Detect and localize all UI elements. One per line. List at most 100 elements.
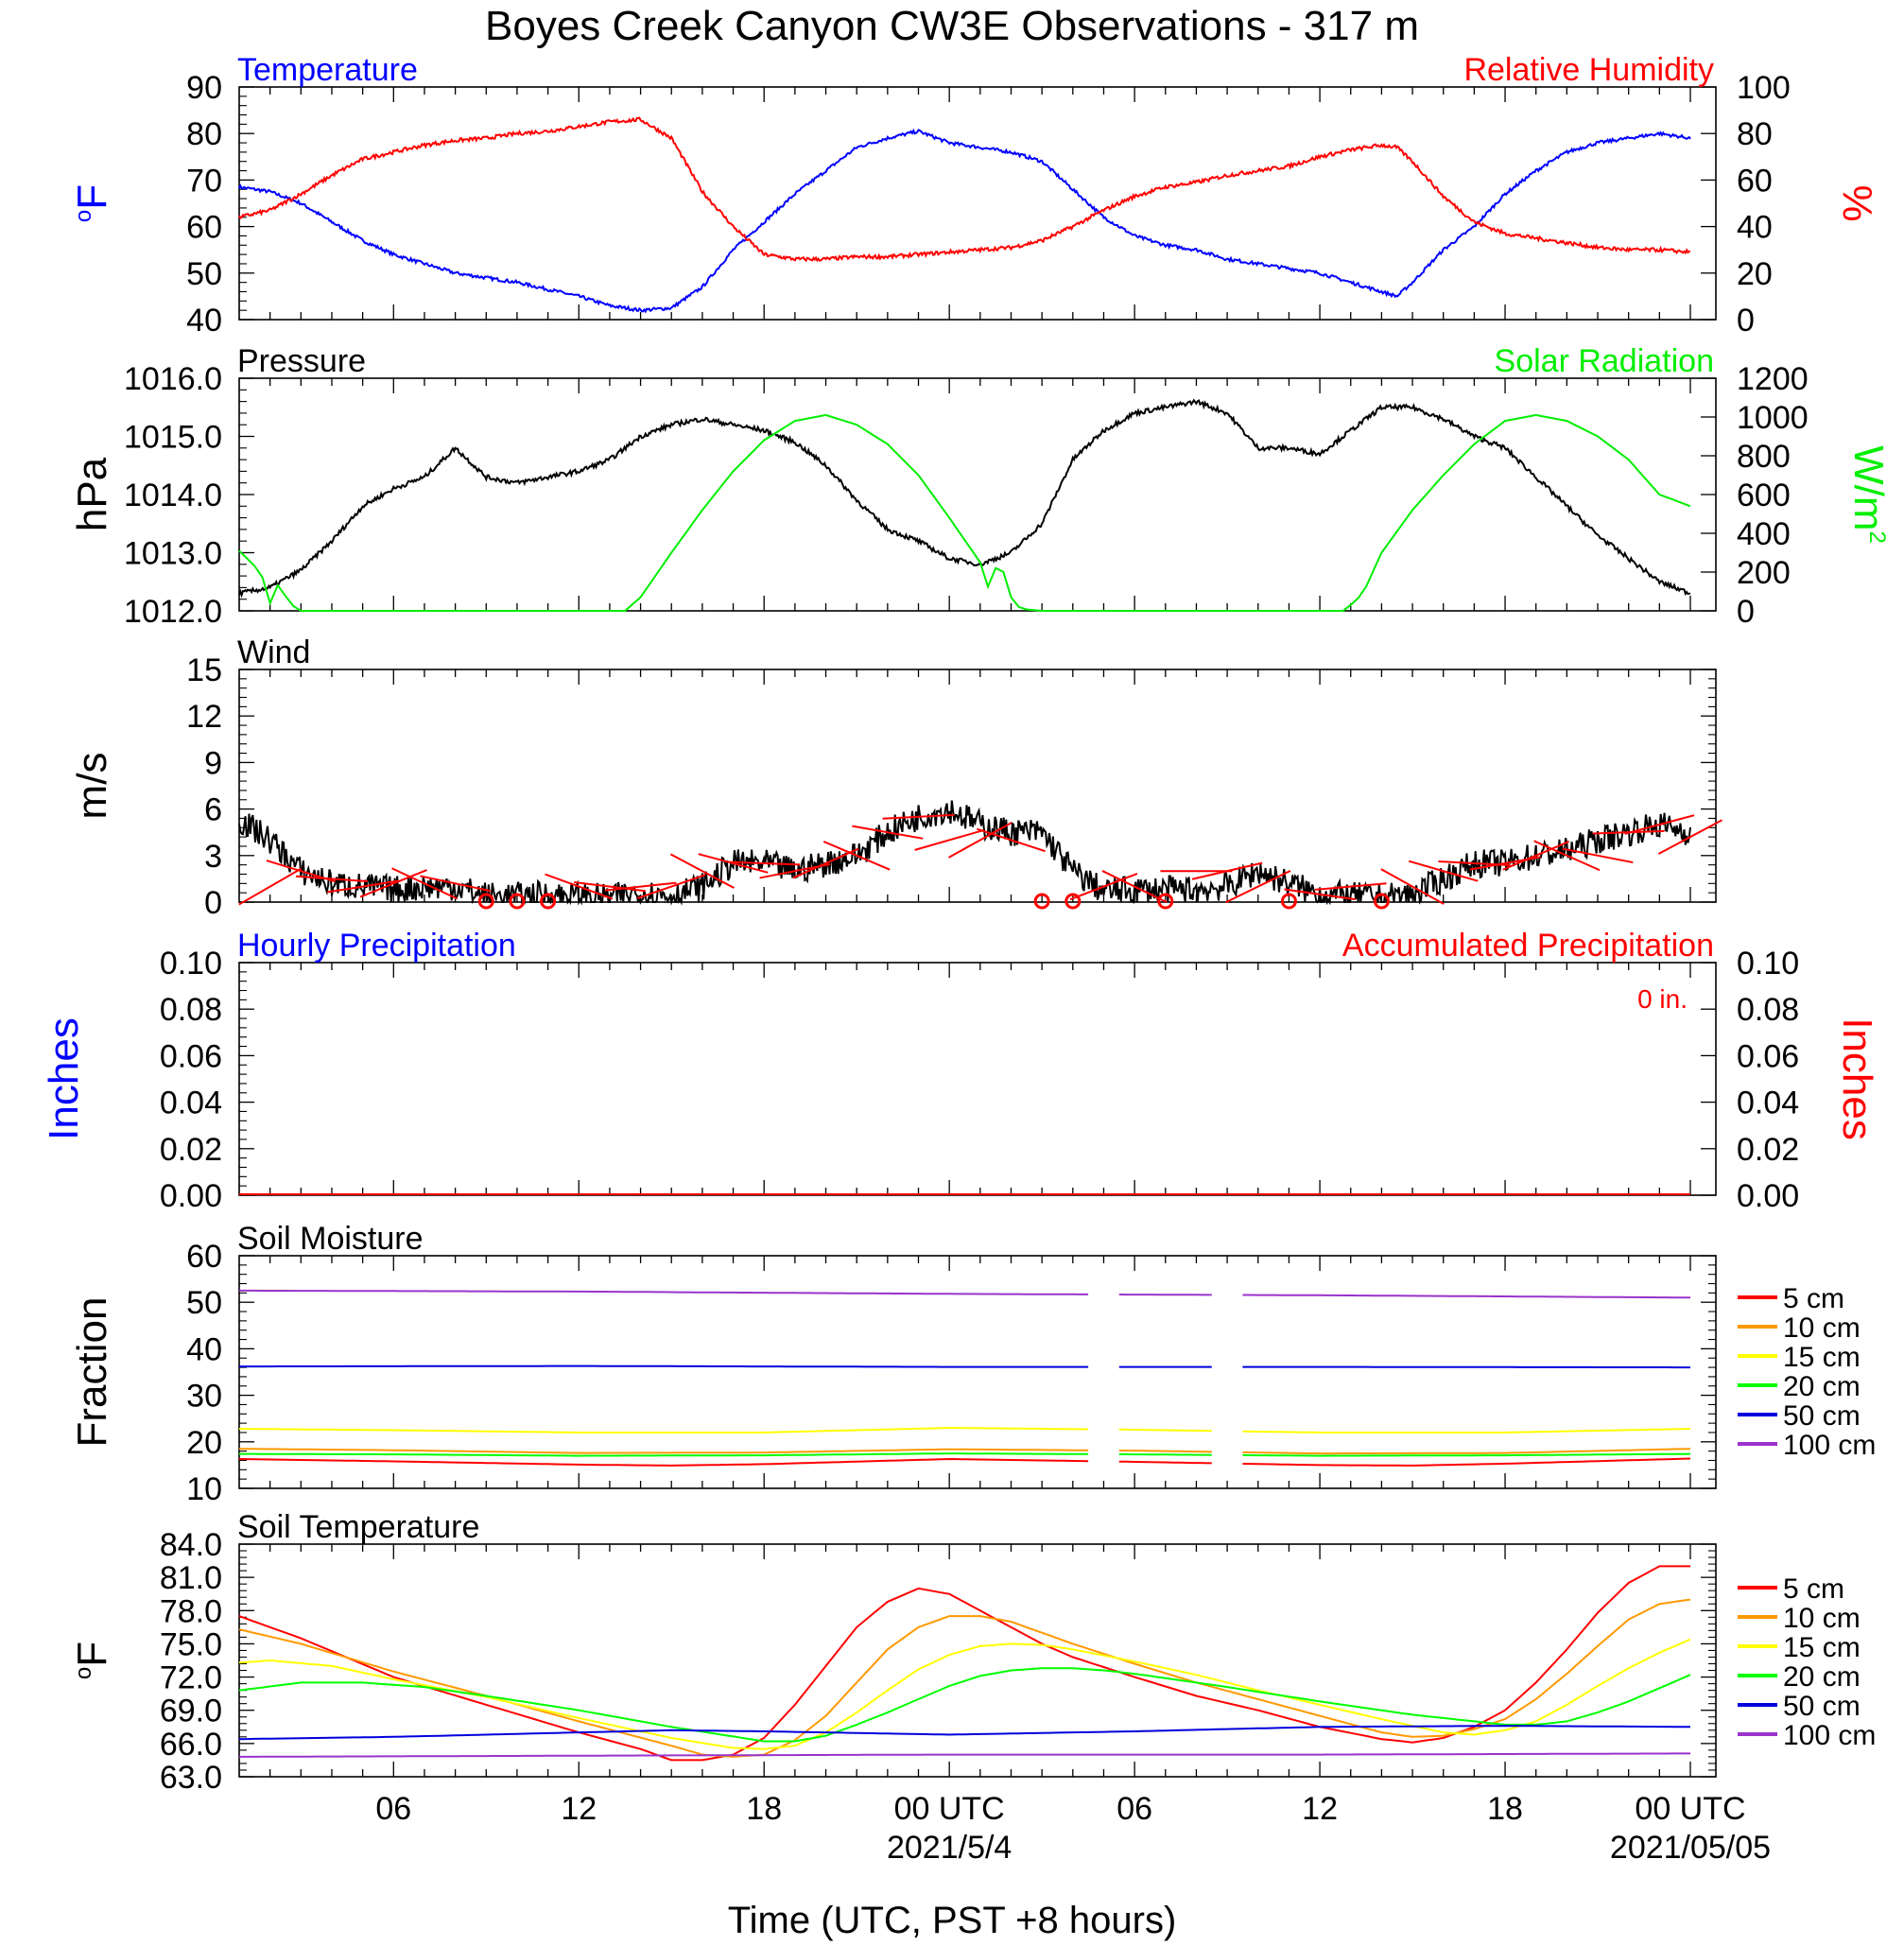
y-tick-label-left: 0.08 xyxy=(160,992,222,1028)
y-tick-label-left: 66.0 xyxy=(160,1727,222,1763)
y-axis-label-left: Fraction xyxy=(69,1297,115,1448)
wind-barb xyxy=(636,874,706,899)
x-tick-label: 00 UTC xyxy=(894,1791,1005,1827)
panel-title-left: Soil Temperature xyxy=(237,1509,479,1545)
calm-wind-marker xyxy=(1065,893,1082,910)
y-tick-label-left: 0.00 xyxy=(160,1178,222,1214)
legend-label: 50 cm xyxy=(1783,1400,1861,1432)
y-tick-label-right: 0.08 xyxy=(1737,992,1799,1028)
panel-frame xyxy=(238,1255,1717,1489)
legend-label: 100 cm xyxy=(1783,1720,1876,1751)
panel-frame xyxy=(238,1543,1717,1778)
legend-label: 15 cm xyxy=(1783,1632,1861,1663)
series-line-blue xyxy=(238,128,1691,314)
y-axis-label-right: % xyxy=(1834,184,1880,221)
wind-barb xyxy=(545,873,614,900)
series-line-100 cm xyxy=(239,1752,1690,1758)
panel-4: 0.10 0.08 0.06 0.04 0.02 0.00 0.10 0.08 0.06 0.04… xyxy=(41,928,1880,1214)
y-tick-label-left: 72.0 xyxy=(160,1660,222,1696)
panel-6: 84.081.078.075.072.069.066.063.0 oF Soil T… xyxy=(69,1509,1876,1866)
wind-barb xyxy=(1533,840,1601,872)
wind-barb xyxy=(1284,888,1356,901)
y-tick-label-left: 69.0 xyxy=(160,1694,222,1729)
y-tick-label-left: 10 xyxy=(186,1471,222,1507)
y-tick-label-right: 0.04 xyxy=(1737,1086,1799,1121)
y-tick-label-right: 0 xyxy=(1737,594,1755,630)
y-axis-label-right: Inches xyxy=(1834,1017,1880,1140)
y-tick-label-right: 400 xyxy=(1737,516,1791,552)
y-tick-label-right: 800 xyxy=(1737,439,1791,475)
y-tick-label-right: 0.02 xyxy=(1737,1132,1799,1168)
y-tick-label-right: 20 xyxy=(1737,256,1773,292)
wind-barb xyxy=(1624,814,1695,835)
y-tick-label-left: 15 xyxy=(186,652,222,688)
calm-wind-marker xyxy=(1033,893,1050,910)
panel-3: 15 12 9 6 3 0 m/s Wind xyxy=(69,634,1723,921)
series-line-20 cm xyxy=(1118,1453,1212,1456)
panel-1: 90 80 70 60 50 40 100 80 60 40 20 0 oF % Temperature Re… xyxy=(69,52,1880,339)
y-tick-label-right: 1000 xyxy=(1737,400,1809,436)
y-tick-label-left: 50 xyxy=(186,1285,222,1321)
y-tick-label-left: 50 xyxy=(186,256,222,292)
y-tick-label-left: 6 xyxy=(204,792,222,828)
y-tick-label-left: 1014.0 xyxy=(124,478,222,513)
series-line-10 cm xyxy=(238,1448,1089,1454)
y-axis-label-left: hPa xyxy=(69,457,115,531)
y-tick-label-right: 60 xyxy=(1737,163,1773,199)
y-tick-label-left: 9 xyxy=(204,745,222,781)
panel-title-left: Wind xyxy=(237,634,310,670)
series-line-20 cm xyxy=(238,1667,1691,1743)
series-line-10 cm xyxy=(1242,1448,1691,1455)
x-tick-label: 12 xyxy=(1302,1791,1338,1827)
y-tick-label-right: 1200 xyxy=(1737,361,1809,397)
series-line-15 cm xyxy=(238,1638,1691,1750)
wind-barb xyxy=(822,841,891,871)
panel-5: 60 50 40 30 20 10 Fraction Soil Moisture 5 cm10 … xyxy=(69,1221,1876,1507)
wind-barb xyxy=(977,827,1046,853)
y-tick-label-left: 0.06 xyxy=(160,1038,222,1074)
y-tick-label-left: 1012.0 xyxy=(124,594,222,630)
wind-barb xyxy=(1101,870,1168,904)
y-tick-label-left: 84.0 xyxy=(160,1527,222,1563)
y-tick-label-left: 63.0 xyxy=(160,1760,222,1796)
x-tick-label: 06 xyxy=(1116,1791,1152,1827)
x-tick-label: 18 xyxy=(1487,1791,1523,1827)
y-tick-label-right: 200 xyxy=(1737,555,1791,591)
y-tick-label-right: 600 xyxy=(1737,478,1791,513)
y-tick-label-left: 0.10 xyxy=(160,946,222,982)
panel-frame xyxy=(238,669,1717,903)
series-line-50 cm xyxy=(238,1725,1691,1741)
y-axis-label-left: oF xyxy=(69,1642,115,1679)
y-tick-label-left: 0 xyxy=(204,885,222,921)
wind-barb xyxy=(792,847,859,879)
y-tick-label-left: 0.04 xyxy=(160,1086,222,1121)
wind-barb xyxy=(1191,861,1263,880)
legend-label: 15 cm xyxy=(1783,1342,1861,1373)
x-tick-label: 00 UTC xyxy=(1635,1791,1745,1827)
y-axis-label-left: m/s xyxy=(69,753,115,820)
series-line-5 cm xyxy=(238,1457,1089,1467)
wind-barb xyxy=(238,867,303,906)
y-tick-label-left: 75.0 xyxy=(160,1626,222,1662)
x-date-label: 2021/5/4 xyxy=(887,1830,1012,1866)
wind-barb xyxy=(420,875,491,893)
series-line-100 cm xyxy=(1242,1294,1691,1299)
panel-frame xyxy=(238,962,1717,1196)
y-axis-label-right: W/m2 xyxy=(1845,445,1892,544)
panel-title-left: Soil Moisture xyxy=(237,1221,424,1257)
wind-barb xyxy=(852,825,924,840)
y-tick-label-left: 90 xyxy=(186,70,222,106)
legend-label: 10 cm xyxy=(1783,1603,1861,1634)
series-line-50 cm xyxy=(1242,1365,1690,1369)
y-axis-label-left: oF xyxy=(69,184,115,222)
wind-barb xyxy=(1225,870,1291,904)
x-axis-label: Time (UTC, PST +8 hours) xyxy=(728,1900,1177,1941)
y-tick-label-left: 1013.0 xyxy=(124,536,222,572)
legend-label: 10 cm xyxy=(1783,1312,1861,1344)
y-tick-label-left: 80 xyxy=(186,116,222,152)
series-line-5 cm xyxy=(1242,1457,1691,1467)
legend-label: 20 cm xyxy=(1783,1661,1861,1693)
